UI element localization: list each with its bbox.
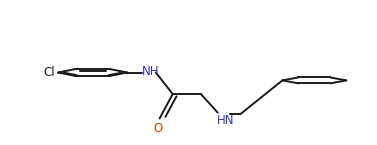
Text: HN: HN bbox=[217, 114, 234, 127]
Text: NH: NH bbox=[142, 65, 159, 78]
Text: O: O bbox=[153, 122, 162, 135]
Text: Cl: Cl bbox=[43, 66, 55, 79]
